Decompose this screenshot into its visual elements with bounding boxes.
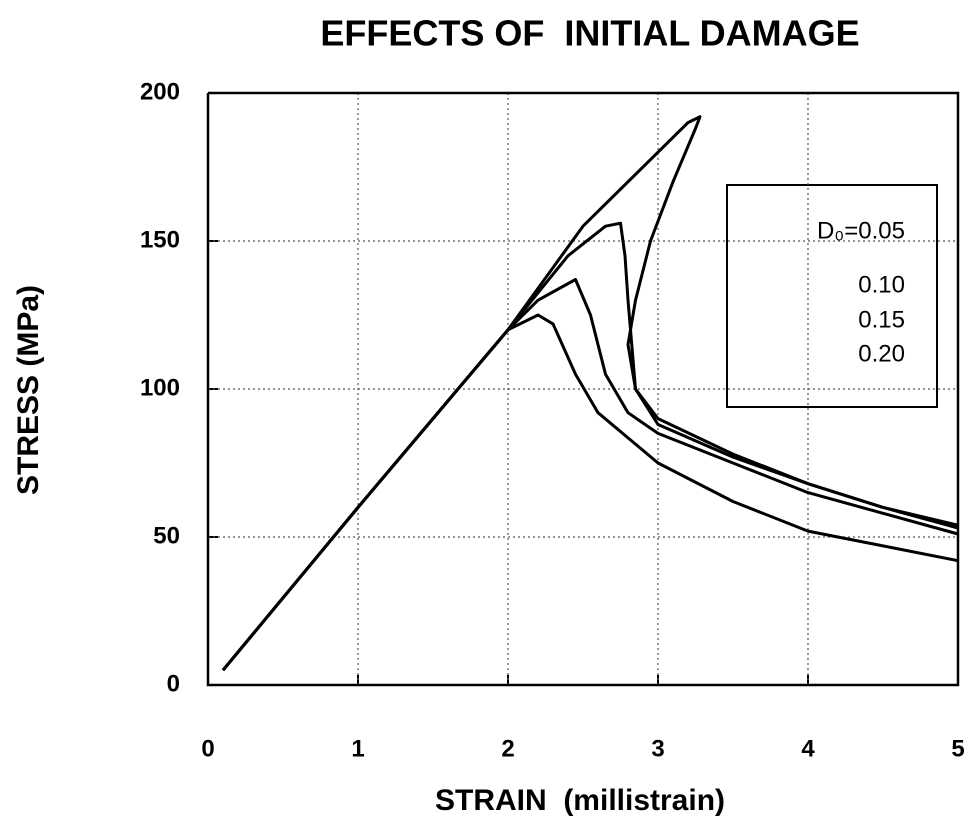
series-line: [221, 313, 959, 672]
axes-frame: [206, 91, 960, 687]
chart-title: EFFECTS OF INITIAL DAMAGE: [320, 13, 859, 54]
x-axis-label: STRAIN (millistrain): [435, 784, 725, 817]
legend-label: D₀=0.05: [817, 217, 905, 244]
y-tick-label: 50: [153, 522, 180, 549]
legend-label: 0.20: [858, 340, 905, 367]
legend-label: 0.15: [858, 306, 905, 333]
series-line: [221, 115, 959, 672]
legend-box: [726, 184, 938, 408]
y-tick-label: 200: [140, 78, 180, 105]
x-tick-label: 2: [501, 735, 514, 762]
x-tick-label: 3: [651, 735, 664, 762]
series-line: [221, 221, 959, 672]
y-axis-label: STRESS (MPa): [12, 285, 45, 495]
legend-label: 0.10: [858, 271, 905, 298]
x-tick-label: 0: [201, 735, 214, 762]
x-tick-label: 4: [801, 735, 815, 762]
y-tick-label: 0: [167, 670, 180, 697]
y-tick-label: 100: [140, 374, 180, 401]
y-tick-label: 150: [140, 226, 180, 253]
x-tick-label: 5: [951, 735, 964, 762]
x-tick-label: 1: [351, 735, 364, 762]
